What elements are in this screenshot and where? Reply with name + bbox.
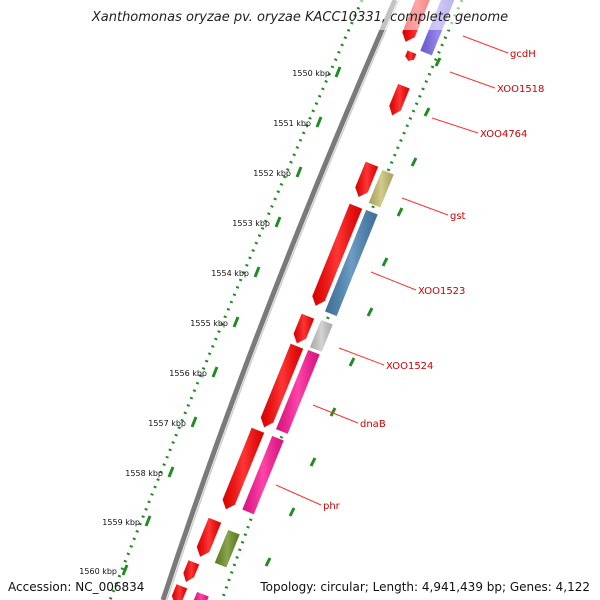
genome-backbone-highlight xyxy=(166,0,400,600)
cds-arrow-shade xyxy=(183,559,200,583)
cds-arrow-shade xyxy=(222,427,265,510)
genome-summary-label: Topology: circular; Length: 4,941,439 bp… xyxy=(260,580,590,594)
gene-phr-shade xyxy=(242,435,284,515)
gene-label-XOO1518: XOO1518 xyxy=(497,84,544,95)
tick-label: 1555 kbp xyxy=(190,319,228,328)
gene-label-XOO1524: XOO1524 xyxy=(386,361,433,372)
tick-mark xyxy=(274,216,282,228)
gene-label-leader xyxy=(275,484,322,506)
inner-tick-mark xyxy=(329,407,337,417)
tick-label: 1560 kbp xyxy=(79,567,117,576)
gene-label-leader xyxy=(431,117,479,134)
inner-tick-mark xyxy=(288,507,296,517)
inner-tick-mark xyxy=(366,307,374,317)
inner-tick-mark xyxy=(396,207,404,217)
inner-tick-mark xyxy=(348,357,356,367)
tick-mark xyxy=(232,316,240,328)
tick-label: 1551 kbp xyxy=(273,119,311,128)
tick-label: 1559 kbp xyxy=(102,518,140,527)
tick-mark xyxy=(144,515,152,527)
cds-arrow-shade xyxy=(171,583,188,600)
gene-label-phr: phr xyxy=(323,501,341,512)
cds-arrow-shade xyxy=(260,343,304,428)
inner-tick-mark xyxy=(410,157,418,167)
tick-mark xyxy=(253,266,261,278)
gene-label-leader xyxy=(462,35,509,54)
tick-label: 1554 kbp xyxy=(211,269,249,278)
gene-dnaB-shade xyxy=(275,349,320,435)
tick-mark xyxy=(121,564,129,576)
cds-arrow-shade xyxy=(404,50,417,62)
inner-tick-mark xyxy=(309,457,317,467)
tick-mark xyxy=(295,166,303,178)
gene-label-gcdH: gcdH xyxy=(510,49,536,60)
cds-arrow-shade xyxy=(355,161,379,198)
gene-label-leader xyxy=(370,271,417,291)
gene-green-feature-shade xyxy=(214,529,240,568)
tick-label: 1550 kbp xyxy=(292,69,330,78)
gene-label-dnaB: dnaB xyxy=(360,419,386,430)
inner-tick-mark xyxy=(264,557,272,567)
gene-label-leader xyxy=(449,71,496,89)
cds-arrow-shade xyxy=(312,203,363,307)
tick-mark xyxy=(190,416,198,428)
page-title: Xanthomonas oryzae pv. oryzae KACC10331,… xyxy=(91,10,509,25)
tick-mark xyxy=(315,116,323,128)
gene-label-leader xyxy=(401,197,449,216)
cds-arrow-shade xyxy=(293,313,315,344)
gene-label-XOO1523: XOO1523 xyxy=(418,286,465,297)
gene-label-XOO4764: XOO4764 xyxy=(480,129,527,140)
outer-dotted-ring xyxy=(108,0,364,600)
top-fade xyxy=(360,0,470,30)
tick-mark xyxy=(167,466,175,478)
tick-mark xyxy=(211,366,219,378)
tick-mark xyxy=(334,66,342,78)
cds-arrow-shade xyxy=(389,83,410,116)
inner-tick-mark xyxy=(423,107,431,117)
gene-pink-bottom-shade xyxy=(193,591,209,600)
tick-label: 1552 kbp xyxy=(253,169,291,178)
gene-gst-shade xyxy=(368,169,394,208)
cds-arrow-shade xyxy=(196,517,222,558)
gene-XOO1523-shade xyxy=(324,209,378,317)
gene-label-leader xyxy=(338,347,385,366)
genome-backbone xyxy=(160,0,398,600)
inner-tick-mark xyxy=(381,257,389,267)
feature-layer xyxy=(171,0,455,600)
gene-label-gst: gst xyxy=(450,211,466,222)
accession-label: Accession: NC_006834 xyxy=(8,580,145,594)
inner-tick-mark xyxy=(434,57,442,67)
tick-label: 1557 kbp xyxy=(148,419,186,428)
tick-label: 1556 kbp xyxy=(169,369,207,378)
gene-label-leader xyxy=(312,404,359,424)
gene-XOO1524-shade xyxy=(309,319,333,353)
tick-layer: 1550 kbp 1551 kbp 1552 kbp 1553 kbp 1554 kbp… xyxy=(79,57,442,576)
tick-label: 1558 kbp xyxy=(125,469,163,478)
label-layer: gcdH XOO1518 XOO4764 gst XOO1523 XOO1524 dnaB p… xyxy=(275,35,544,512)
tick-label: 1553 kbp xyxy=(232,219,270,228)
